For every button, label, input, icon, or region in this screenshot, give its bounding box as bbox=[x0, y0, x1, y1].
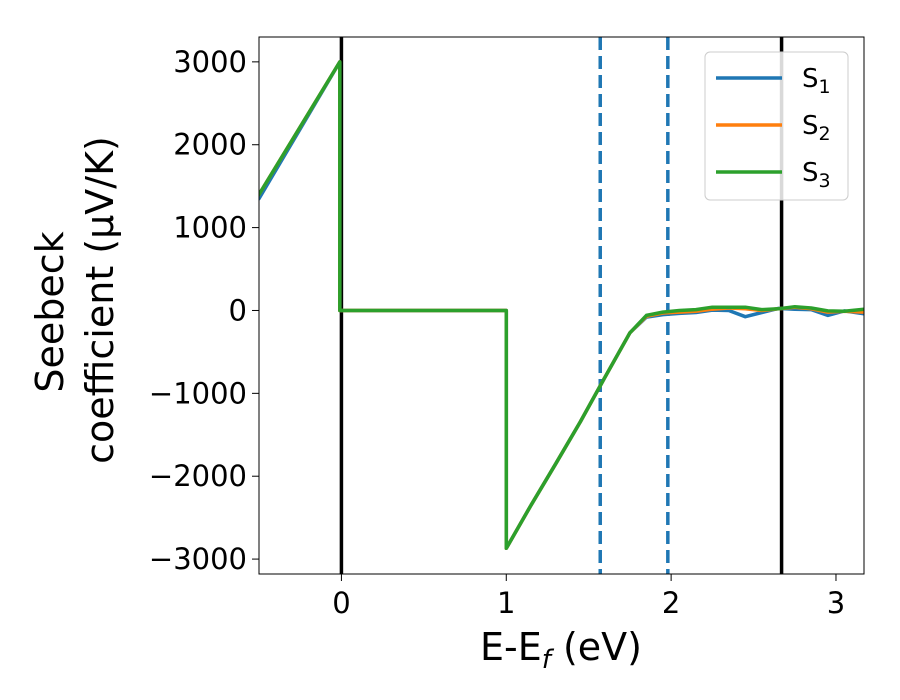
y-tick-label: 0 bbox=[229, 293, 247, 327]
y-tick-label: 1000 bbox=[173, 211, 247, 245]
y-tick-label: −3000 bbox=[149, 542, 247, 576]
x-tick-label: 2 bbox=[662, 586, 680, 620]
x-tick-label: 3 bbox=[827, 586, 845, 620]
legend-label-3: S3 bbox=[802, 158, 831, 192]
y-tick-label: −2000 bbox=[149, 459, 247, 493]
series-line-3 bbox=[259, 60, 864, 551]
legend-label-2: S2 bbox=[802, 111, 831, 145]
legend-label-1: S1 bbox=[802, 64, 831, 98]
x-axis-title-unit: (eV) bbox=[551, 625, 642, 669]
y-ticks: −3000 −2000 −1000 0 1000 2000 3000 bbox=[149, 45, 259, 576]
x-tick-label: 1 bbox=[497, 586, 515, 620]
y-tick-label: 2000 bbox=[173, 128, 247, 162]
y-axis-title-line1: Seebeck bbox=[28, 231, 72, 392]
series-lines bbox=[259, 60, 864, 551]
legend: S1 S2 S3 bbox=[704, 51, 849, 201]
x-ticks: 0 1 2 3 bbox=[332, 574, 845, 620]
y-axis-title-line2: coefficient (μV/K) bbox=[78, 136, 122, 464]
x-tick-label: 0 bbox=[332, 586, 350, 620]
plot-frame bbox=[258, 36, 865, 575]
x-axis-title: E-Ef (eV) bbox=[480, 625, 642, 675]
y-tick-label: 3000 bbox=[173, 45, 247, 79]
y-axis-title: Seebeck coefficient (μV/K) bbox=[28, 136, 122, 464]
y-tick-label: −1000 bbox=[149, 376, 247, 410]
x-axis-title-main: E-E bbox=[480, 625, 542, 669]
